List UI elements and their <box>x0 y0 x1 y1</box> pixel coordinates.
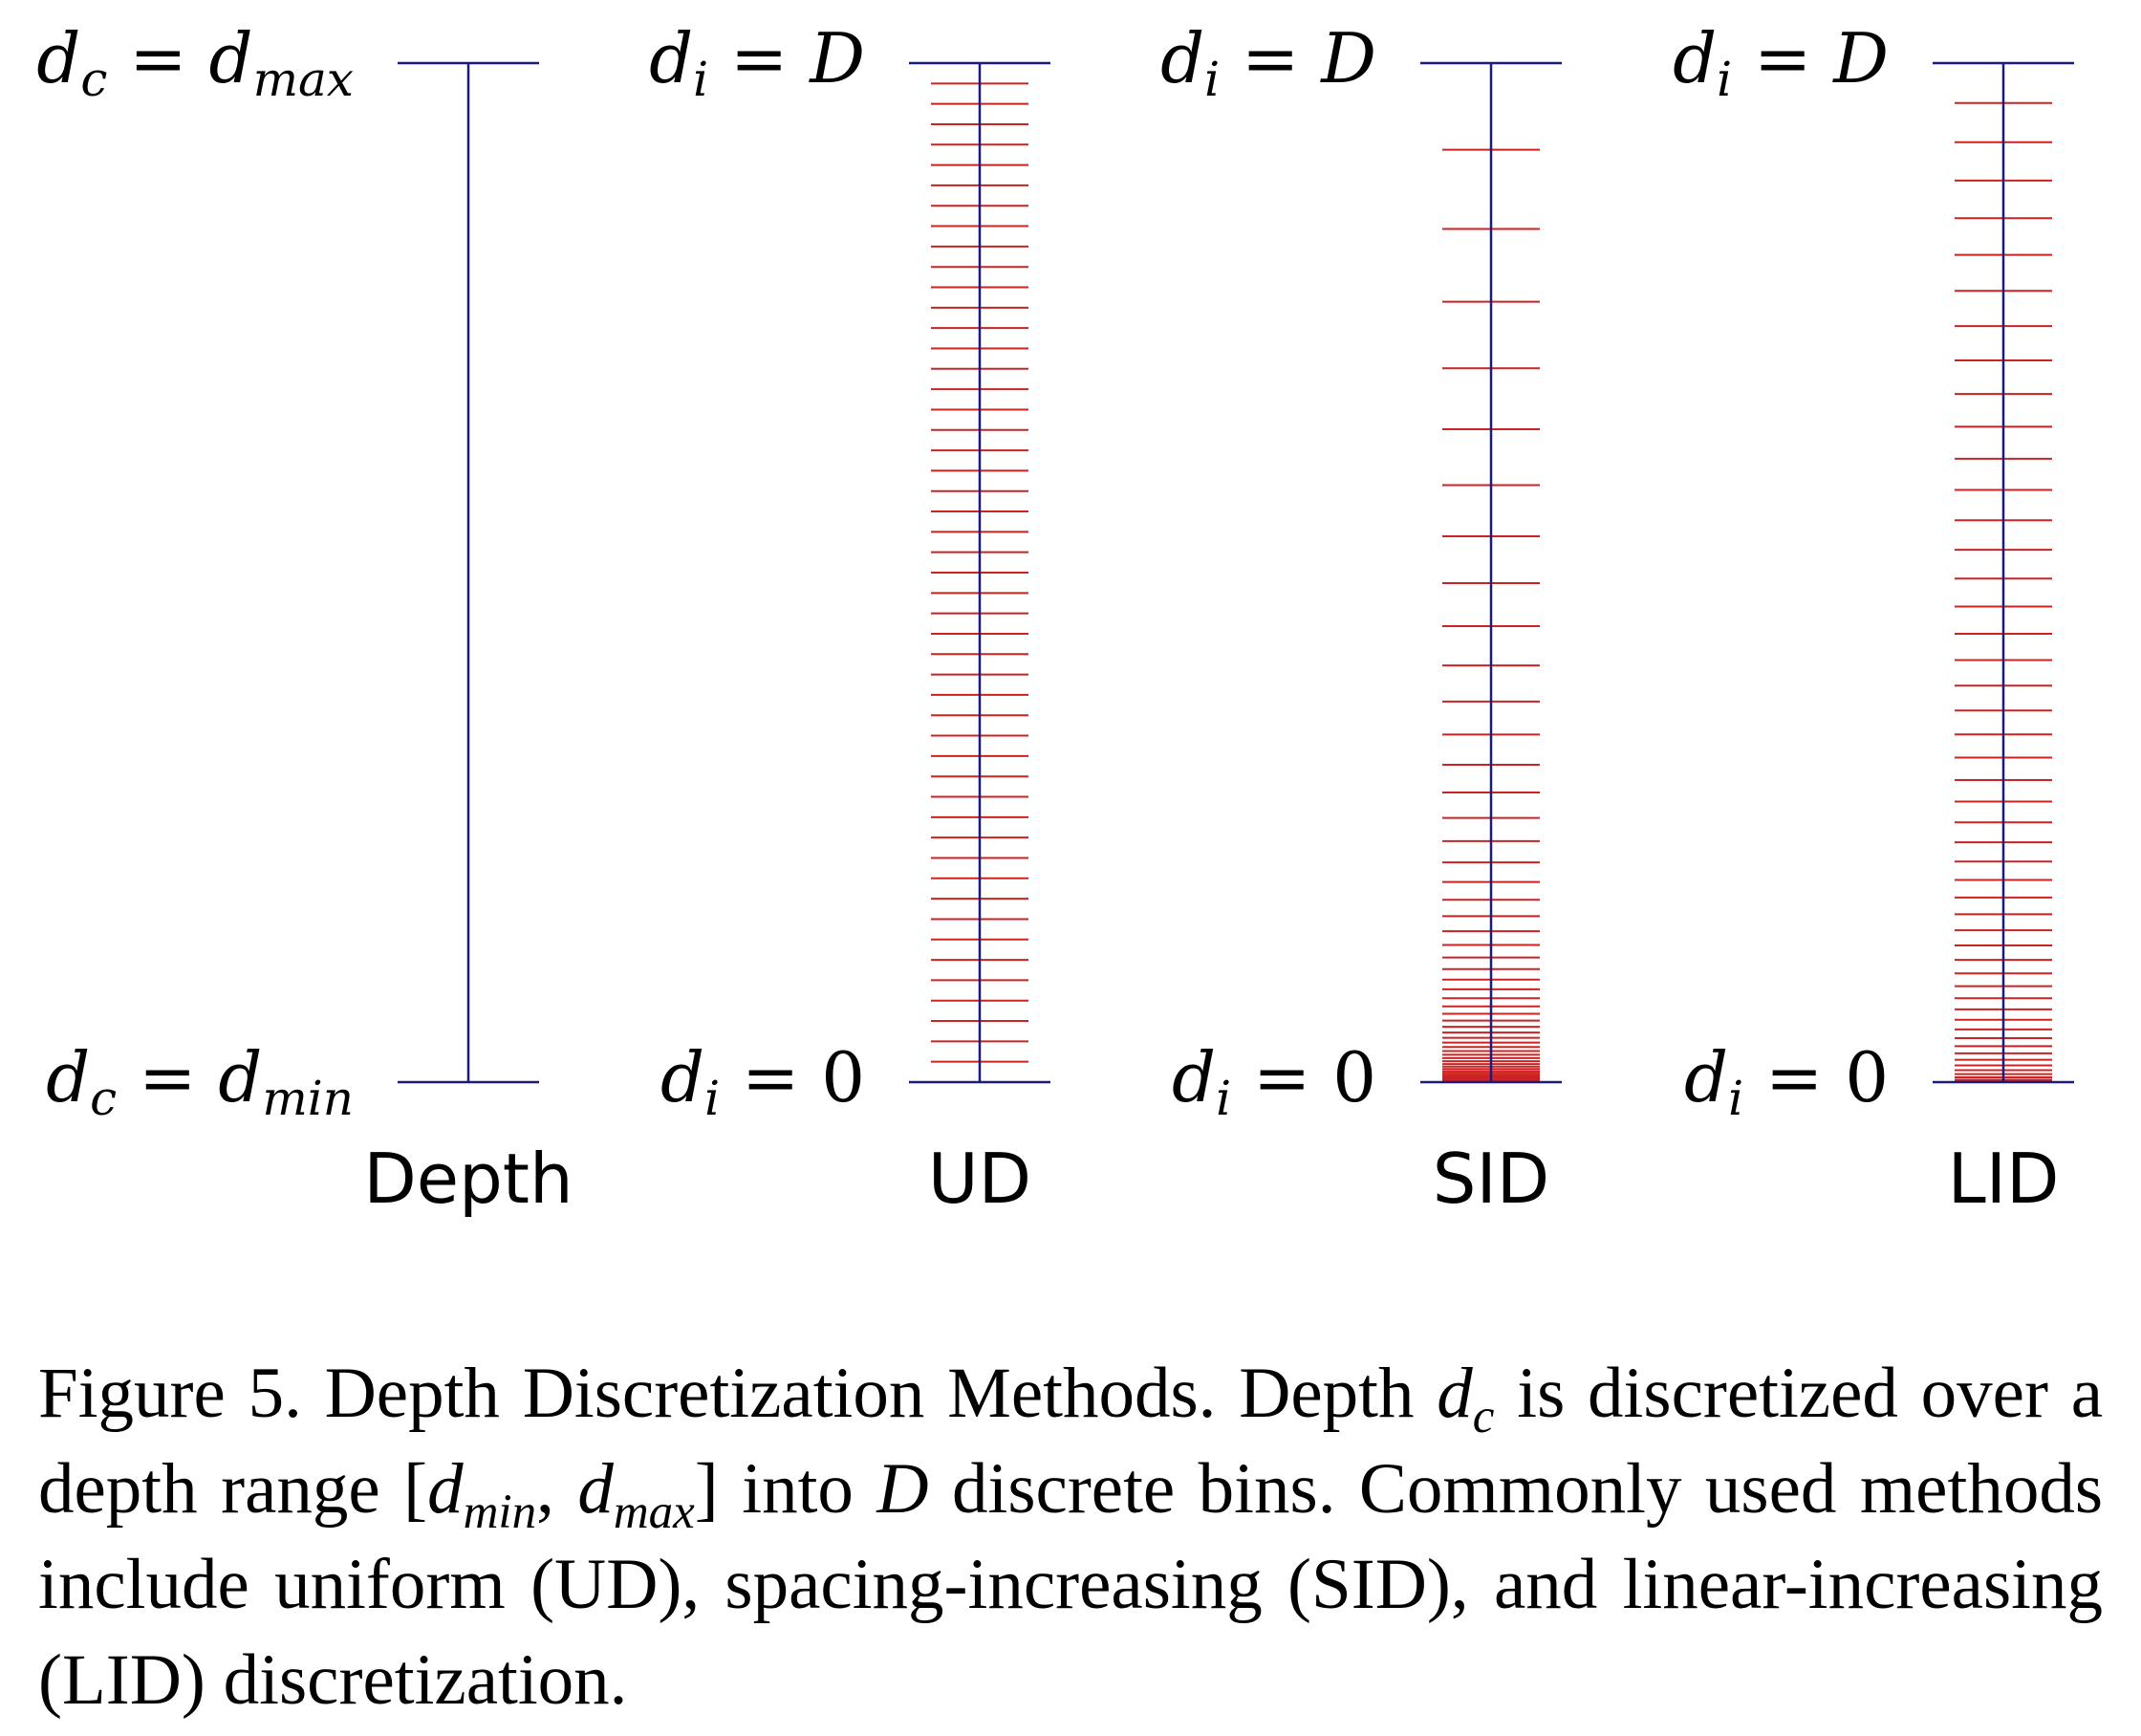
panel-lid: di = D di = 0 LID <box>1673 18 2074 1219</box>
bottom-label: di = 0 <box>1172 1037 1376 1126</box>
caption-text-2: is discretized over a depth range <box>38 1354 2103 1529</box>
scale-name-label: Depth <box>363 1139 573 1219</box>
figure-caption: Figure 5. Depth Discretization Methods. … <box>38 1346 2103 1728</box>
caption-text-1: Figure 5. Depth Discretization Methods. … <box>38 1354 1438 1433</box>
top-label: dc = dmax <box>36 18 354 107</box>
scale-name-label: UD <box>928 1139 1031 1219</box>
panel-sid: di = D di = 0 SID <box>1160 18 1562 1219</box>
caption-math-D: D <box>876 1449 929 1529</box>
panel-ud: di = D di = 0 UD <box>649 18 1050 1219</box>
scale-name-label: LID <box>1948 1139 2060 1219</box>
bottom-label: dc = dmin <box>46 1037 354 1126</box>
caption-math-range: [dmin, dmax] <box>403 1449 719 1539</box>
caption-math-dc: dc <box>1437 1354 1495 1443</box>
bottom-label: di = 0 <box>1684 1037 1889 1126</box>
top-label: di = D <box>1673 18 1889 107</box>
caption-text-4: discrete bins. Commonly used methods inc… <box>38 1449 2103 1720</box>
bottom-label: di = 0 <box>660 1037 865 1126</box>
top-label: di = D <box>1160 18 1376 107</box>
caption-text-3: into <box>718 1449 877 1529</box>
scale-name-label: SID <box>1433 1139 1549 1219</box>
top-label: di = D <box>649 18 865 107</box>
